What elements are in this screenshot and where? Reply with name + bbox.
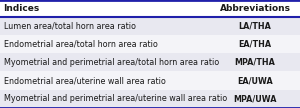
Bar	[0, 0, 300, 17]
Bar	[0, 17, 300, 35]
Text: EA/UWA: EA/UWA	[237, 76, 273, 85]
Text: MPA/UWA: MPA/UWA	[233, 94, 277, 103]
Text: Abbreviations: Abbreviations	[220, 4, 290, 13]
Bar	[0, 90, 300, 108]
Text: Endometrial area/total horn area ratio: Endometrial area/total horn area ratio	[4, 40, 158, 48]
Text: Lumen area/total horn area ratio: Lumen area/total horn area ratio	[4, 21, 136, 30]
Text: Myometrial and perimetrial area/uterine wall area ratio: Myometrial and perimetrial area/uterine …	[4, 94, 227, 103]
Text: Indices: Indices	[4, 4, 40, 13]
Text: EA/THA: EA/THA	[238, 40, 272, 48]
Text: Endometrial area/uterine wall area ratio: Endometrial area/uterine wall area ratio	[4, 76, 166, 85]
Text: Myometrial and perimetrial area/total horn area ratio: Myometrial and perimetrial area/total ho…	[4, 58, 219, 67]
Bar	[0, 71, 300, 90]
Bar	[0, 35, 300, 53]
Text: MPA/THA: MPA/THA	[235, 58, 275, 67]
Text: LA/THA: LA/THA	[238, 21, 272, 30]
Bar	[0, 53, 300, 71]
